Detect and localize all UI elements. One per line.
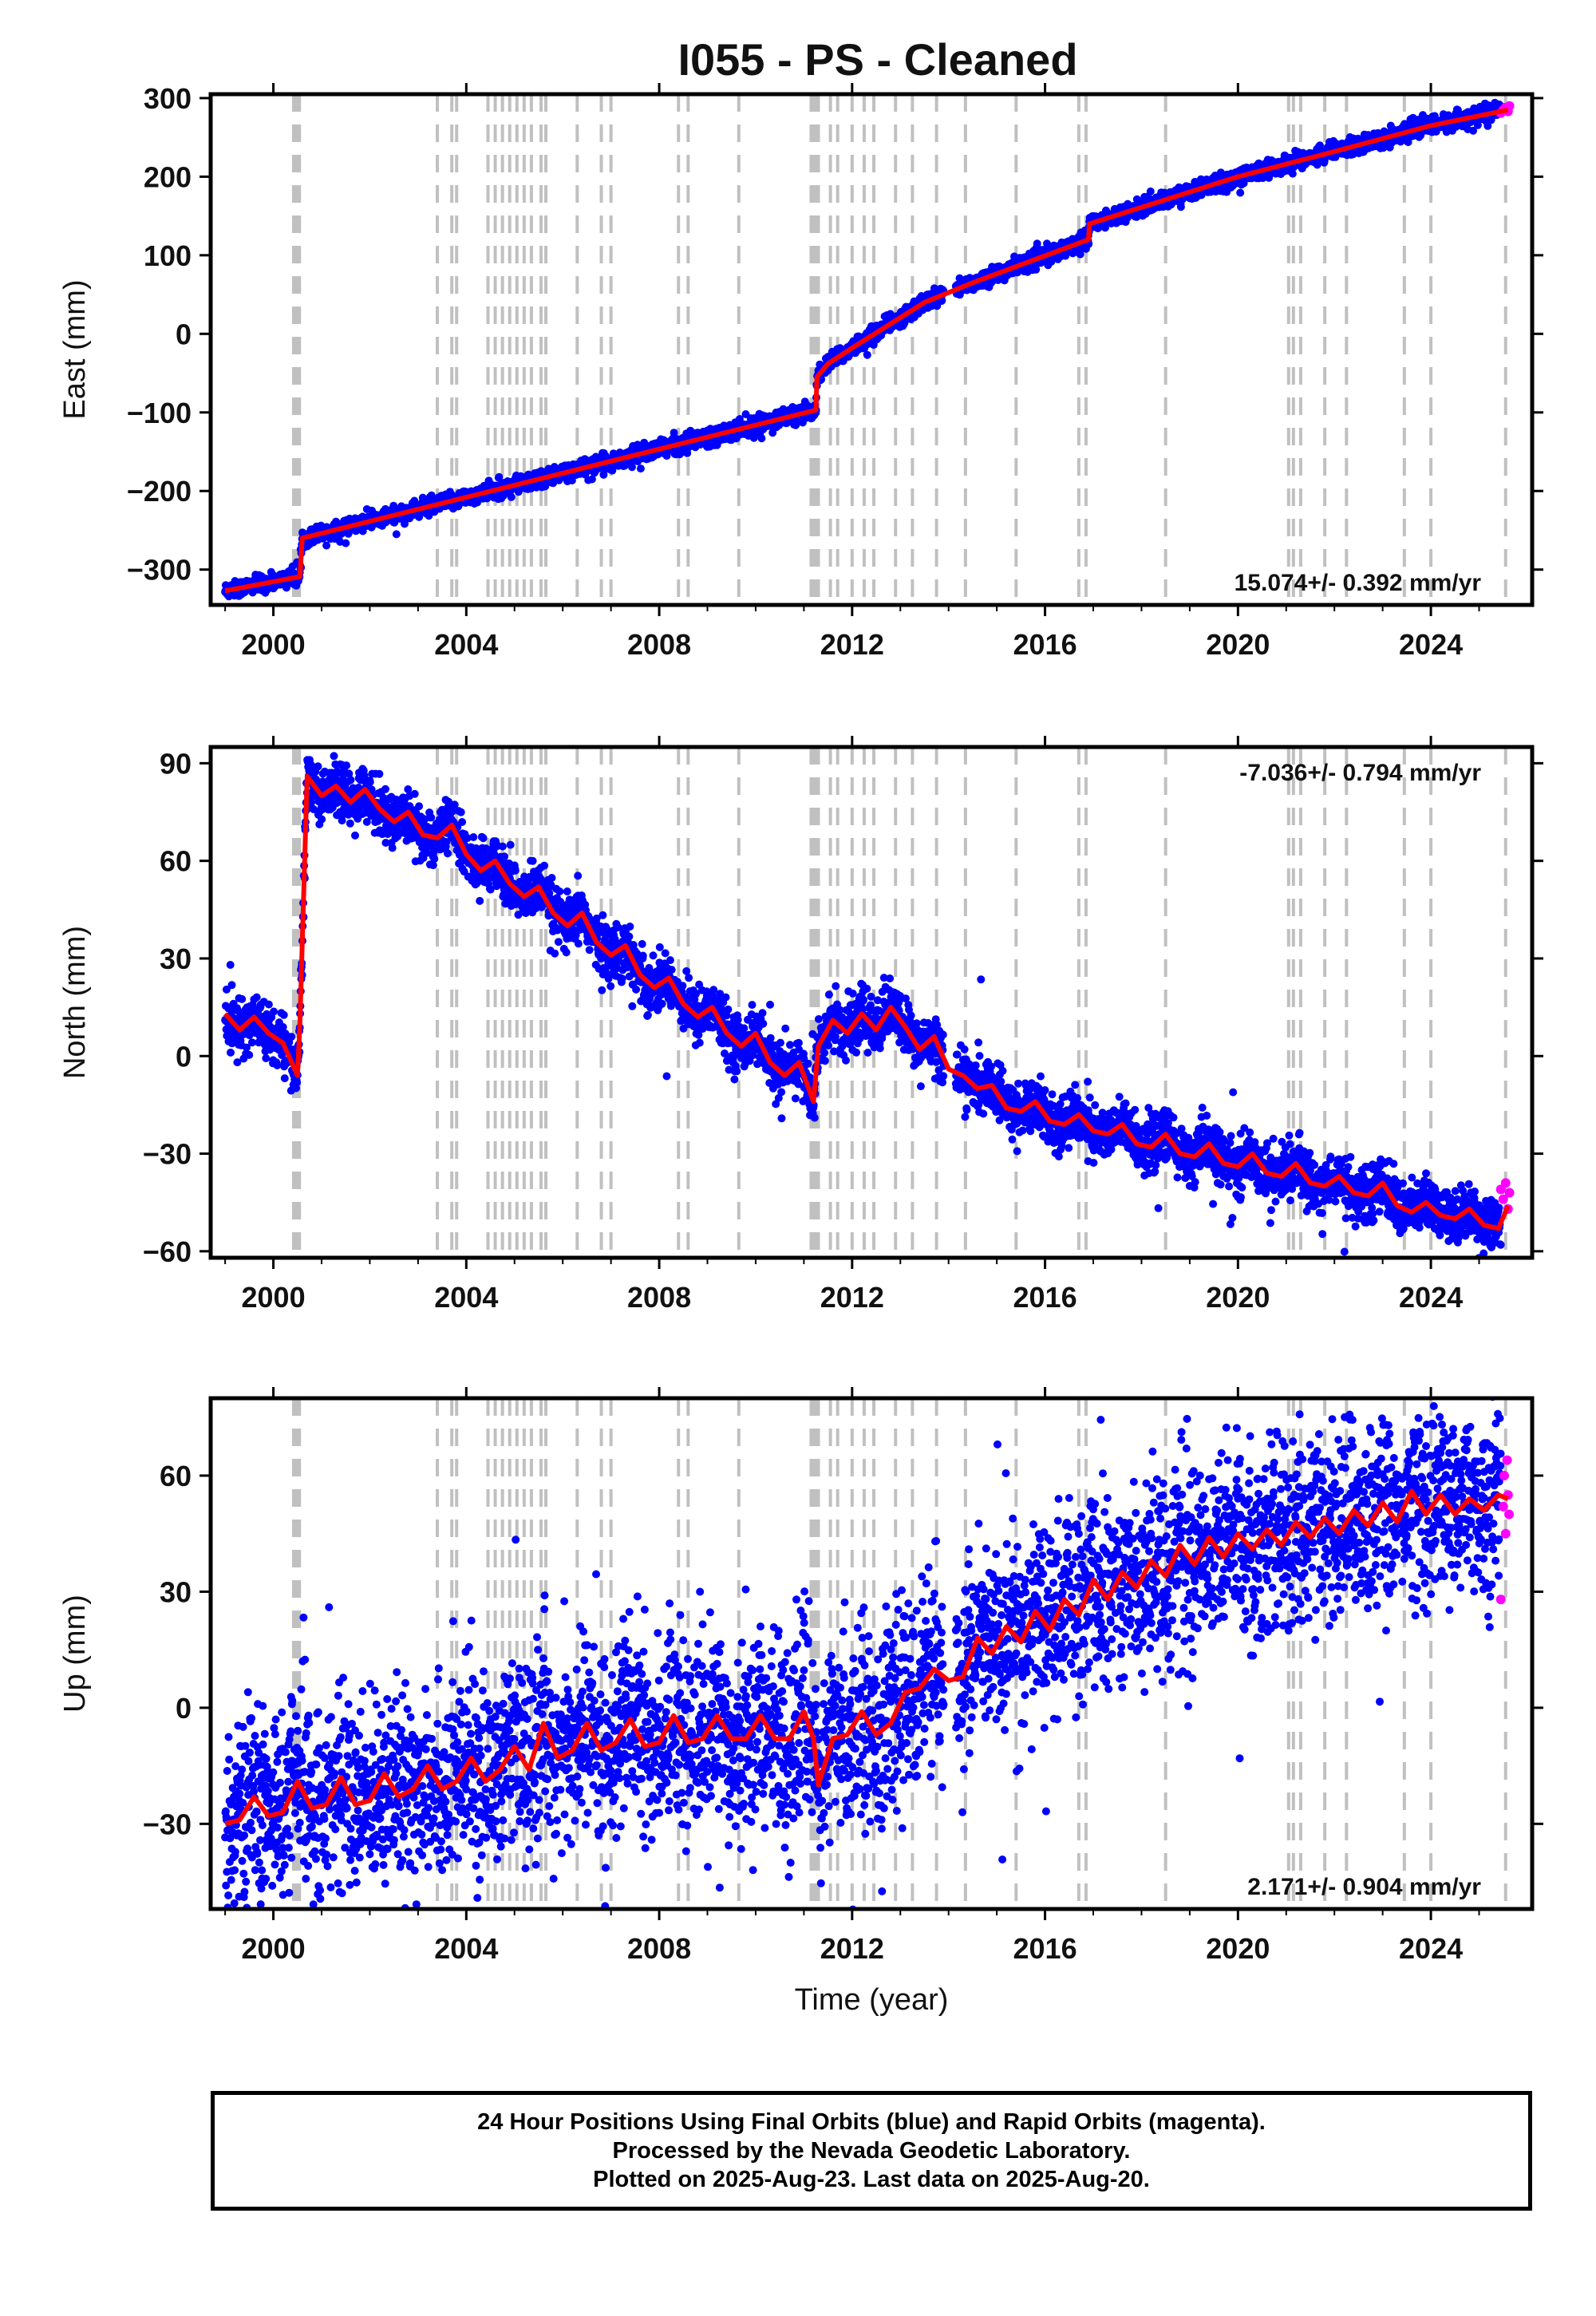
daily-position-point xyxy=(346,776,355,785)
x-tick-label: 2008 xyxy=(627,628,691,661)
daily-position-point xyxy=(1469,126,1478,135)
y-tick-label: 100 xyxy=(144,239,192,272)
y-tick-label: 200 xyxy=(144,160,192,193)
daily-position-point xyxy=(238,994,247,1003)
daily-position-point xyxy=(338,816,346,825)
velocity-label: 15.074+/- 0.392 mm/yr xyxy=(1235,570,1482,596)
daily-position-point xyxy=(392,530,401,539)
daily-position-point xyxy=(247,1038,256,1047)
y-tick-label: −200 xyxy=(127,475,192,508)
plot-area xyxy=(221,94,1515,605)
daily-position-point xyxy=(227,981,236,990)
daily-position-point xyxy=(252,993,261,1002)
daily-position-point xyxy=(342,761,351,770)
daily-position-point xyxy=(567,476,576,484)
y-axis-title: East (mm) xyxy=(58,279,92,419)
daily-position-point xyxy=(233,1058,242,1067)
daily-position-point xyxy=(243,1043,251,1052)
daily-position-point xyxy=(270,1007,279,1016)
x-tick-label: 2016 xyxy=(1013,628,1077,661)
daily-position-point xyxy=(1288,169,1297,178)
daily-position-point xyxy=(1047,257,1056,266)
daily-position-point xyxy=(318,815,326,824)
daily-position-point xyxy=(264,1000,273,1009)
plot-area xyxy=(221,747,1515,1258)
daily-position-point xyxy=(346,819,354,828)
model-line xyxy=(224,107,1509,594)
daily-position-point xyxy=(1236,188,1245,197)
daily-position-point xyxy=(1032,265,1041,274)
daily-position-point xyxy=(307,798,316,807)
daily-position-point xyxy=(227,1048,235,1057)
daily-position-point xyxy=(1473,121,1482,129)
daily-position-point xyxy=(273,1061,282,1069)
daily-position-point xyxy=(222,985,231,994)
daily-position-point xyxy=(310,805,318,814)
daily-position-point xyxy=(262,1054,271,1062)
y-tick-label: −300 xyxy=(127,554,192,587)
daily-position-point xyxy=(279,1010,288,1019)
daily-position-point xyxy=(587,475,596,484)
x-tick-label: 2000 xyxy=(242,628,306,661)
daily-position-point xyxy=(636,464,645,473)
x-tick-label: 2020 xyxy=(1206,628,1270,661)
x-tick-label: 2012 xyxy=(820,628,884,661)
x-tick-label: 2004 xyxy=(434,628,498,661)
daily-position-point xyxy=(287,1033,296,1041)
east-panel: −300 −200 −100 0 100 200 300 2000 2004 2008 2012 20… xyxy=(58,82,1543,661)
daily-position-point xyxy=(280,1074,289,1083)
daily-position-point xyxy=(351,831,359,840)
daily-position-point xyxy=(792,419,800,428)
panel-frame xyxy=(208,92,1535,607)
daily-position-point xyxy=(245,1050,254,1059)
daily-position-point xyxy=(757,434,766,443)
daily-position-point xyxy=(541,482,550,491)
daily-position-point xyxy=(863,350,871,359)
daily-position-point xyxy=(293,1078,302,1087)
daily-position-point xyxy=(1176,203,1185,211)
y-tick-label: −100 xyxy=(127,397,192,429)
daily-position-point xyxy=(322,541,331,550)
daily-position-point xyxy=(507,492,516,501)
daily-position-point xyxy=(314,762,322,771)
y-tick-label: 300 xyxy=(144,82,192,115)
daily-position-point xyxy=(226,961,235,969)
chart-title: I055 - PS - Cleaned xyxy=(678,34,1078,85)
y-tick-label: 0 xyxy=(176,318,192,350)
daily-position-point xyxy=(628,463,636,472)
daily-position-point xyxy=(330,752,338,761)
daily-position-point xyxy=(1146,187,1155,196)
daily-position-point xyxy=(342,539,350,547)
daily-position-point xyxy=(345,769,354,778)
x-tick-label: 2024 xyxy=(1399,628,1463,661)
daily-position-point xyxy=(670,429,678,437)
daily-position-point xyxy=(495,472,504,481)
